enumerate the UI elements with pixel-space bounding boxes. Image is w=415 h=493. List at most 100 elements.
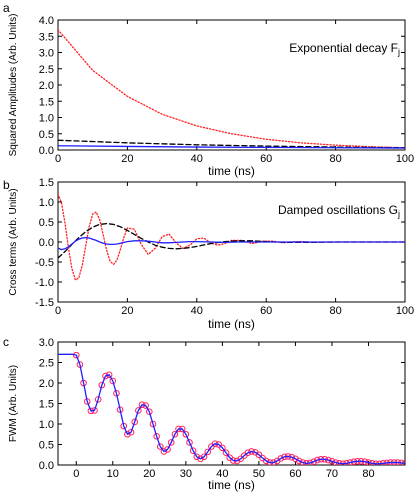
- data-point: [189, 447, 197, 454]
- data-point: [171, 430, 179, 438]
- data-point: [167, 439, 175, 446]
- x-tick-label: 20: [121, 305, 133, 317]
- data-point: [127, 428, 135, 436]
- series-group: [58, 351, 405, 465]
- y-tick-label: 0.5: [39, 217, 54, 229]
- y-tick-label: 1.0: [39, 197, 54, 209]
- x-tick-label: 80: [362, 468, 374, 480]
- x-tick-label: 10: [107, 468, 119, 480]
- x-tick-label: 0: [55, 305, 61, 317]
- data-point: [328, 458, 336, 465]
- data-point: [244, 449, 252, 457]
- data-point: [105, 371, 113, 379]
- annotation-symbol: G: [389, 203, 398, 217]
- x-tick-label: 70: [326, 468, 338, 480]
- data-point: [186, 439, 193, 446]
- x-tick-label: 80: [329, 305, 341, 317]
- panel-annotation: Exponential decay Fj: [289, 41, 400, 57]
- data-point: [200, 453, 208, 461]
- data-point: [135, 407, 142, 414]
- panel-c: c 0.0 0.5 1.0 1.5 2.0 2.5 3.0 0 10 20 30 40 50 60 70 80 t…: [3, 335, 406, 492]
- y-tick-label: 3.5: [39, 31, 54, 43]
- x-tick-label: 0: [73, 468, 79, 480]
- data-point: [219, 444, 226, 452]
- series-line: [58, 353, 405, 465]
- data-point: [146, 408, 153, 416]
- y-tick-label: 1.5: [39, 96, 54, 108]
- x-tick-label: 100: [396, 153, 414, 165]
- x-tick-label: 40: [191, 305, 203, 317]
- data-point: [182, 430, 190, 438]
- data-point: [153, 433, 160, 440]
- x-tick-label: 20: [121, 153, 133, 165]
- annotation-subscript: j: [397, 209, 400, 219]
- x-tick-label: 40: [216, 468, 228, 480]
- panel-label: c: [3, 335, 9, 349]
- annotation-text: Exponential decay: [289, 41, 390, 55]
- series-group: [58, 29, 405, 149]
- y-tick-label: 4.0: [39, 15, 54, 27]
- data-point: [204, 448, 212, 456]
- data-point: [102, 372, 109, 380]
- x-axis-title: time (ns): [208, 478, 255, 492]
- y-tick-label: 1.0: [39, 419, 54, 431]
- x-tick-label: 40: [191, 153, 203, 165]
- data-point: [295, 457, 303, 465]
- data-point: [98, 381, 106, 389]
- y-tick-label: -0.5: [35, 257, 54, 269]
- x-tick-label: 60: [289, 468, 301, 480]
- y-tick-label: 1.0: [39, 113, 54, 125]
- x-tick-label: 0: [55, 153, 61, 165]
- y-axis-title: Cross terms (Arb. Units): [8, 188, 19, 295]
- x-tick-label: 50: [253, 468, 265, 480]
- data-point: [124, 430, 131, 438]
- y-tick-label: 0.0: [39, 237, 54, 249]
- y-tick-label: 3.0: [39, 48, 54, 60]
- y-tick-label: 0.5: [39, 129, 54, 141]
- data-point: [149, 420, 157, 428]
- data-point: [94, 396, 102, 403]
- x-tick-label: 60: [260, 153, 272, 165]
- y-tick-label: 0.0: [39, 460, 54, 472]
- data-point: [237, 455, 244, 463]
- panel-label: b: [3, 178, 10, 192]
- y-axis-title: Squared Amplitudes (Arb. Units): [8, 14, 19, 157]
- y-tick-label: 2.0: [39, 378, 54, 390]
- y-tick-label: -1.0: [35, 277, 54, 289]
- x-tick-label: 60: [260, 305, 272, 317]
- y-tick-label: 3.0: [39, 337, 54, 349]
- y-tick-label: 1.5: [39, 177, 54, 189]
- y-tick-label: 2.0: [39, 80, 54, 92]
- y-tick-label: 2.5: [39, 358, 54, 370]
- series-group: [58, 193, 405, 281]
- data-point: [164, 446, 171, 453]
- annotation-text: Damped oscillations: [278, 203, 389, 217]
- x-tick-label: 30: [180, 468, 192, 480]
- data-point: [193, 453, 201, 461]
- y-tick-label: 1.5: [39, 399, 54, 411]
- panel-annotation: Damped oscillations Gj: [278, 203, 400, 219]
- data-point: [197, 455, 204, 463]
- data-point: [160, 448, 168, 455]
- y-tick-label: 2.5: [39, 64, 54, 76]
- data-point: [222, 449, 230, 457]
- data-point: [109, 377, 117, 385]
- data-point: [310, 458, 317, 465]
- data-point: [255, 451, 263, 459]
- data-point: [292, 455, 299, 463]
- series-line: [58, 145, 405, 149]
- x-tick-label: 100: [396, 305, 414, 317]
- x-axis-title: time (ns): [208, 317, 255, 331]
- data-point: [131, 418, 139, 426]
- x-tick-label: 20: [143, 468, 155, 480]
- panel-b: b -1.5 -1.0 -0.5 0.0 0.5 1.0 1.5 0 20 40 60 80 100 tim…: [3, 177, 414, 331]
- y-tick-label: 0.5: [39, 440, 54, 452]
- y-tick-label: 0.0: [39, 145, 54, 157]
- annotation-subscript: j: [397, 47, 400, 57]
- series-line: [58, 29, 405, 149]
- series-line: [58, 236, 405, 251]
- annotation-symbol: F: [391, 41, 398, 55]
- y-tick-label: -1.5: [35, 297, 54, 309]
